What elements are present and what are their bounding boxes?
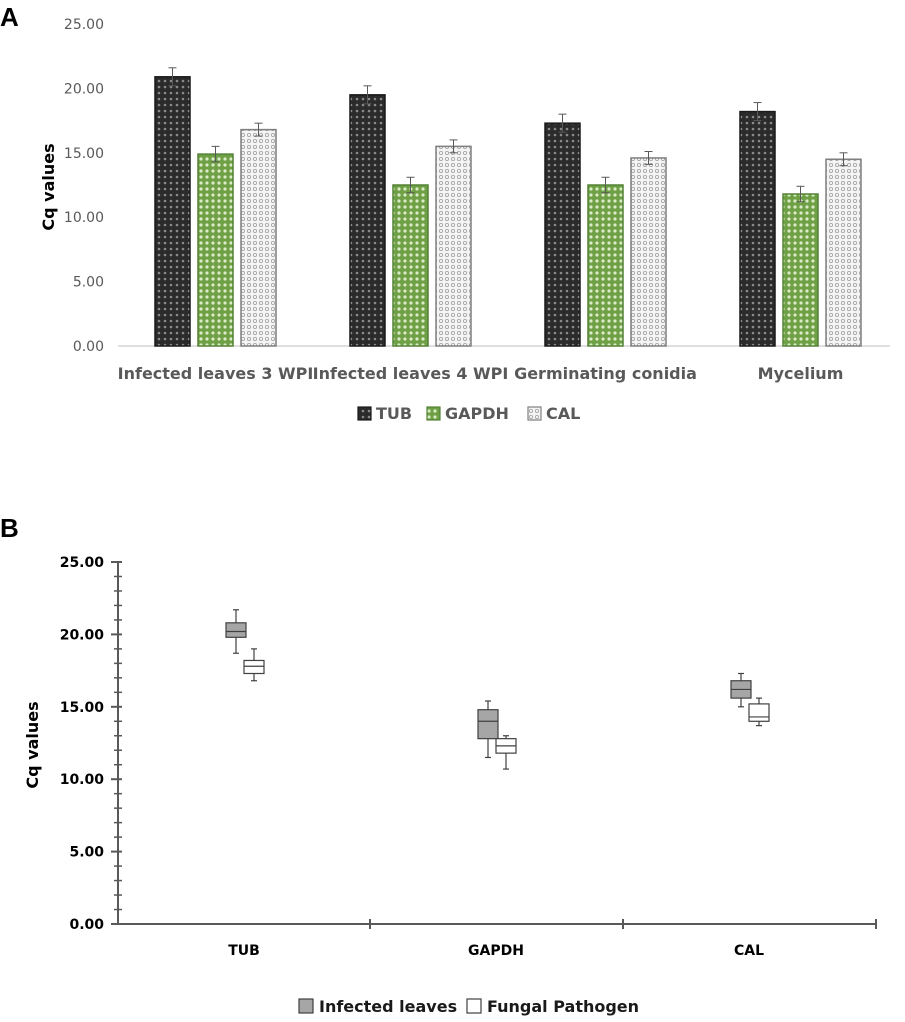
legend-swatch-cal: [527, 406, 542, 421]
bar-cal: [435, 145, 472, 347]
panel-a-y-tick-label: 20.00: [64, 81, 104, 97]
panel-a-y-tick-label: 5.00: [73, 275, 104, 291]
bar-tub: [154, 76, 191, 347]
panel-b-legend: Infected leaves Fungal Pathogen: [298, 997, 639, 1016]
legend-label-tub: TUB: [376, 404, 412, 423]
bar-gapdh: [197, 153, 234, 347]
panel-b-y-tick-label: 15.00: [60, 700, 105, 716]
panel-b: B Cq values 0.00 5.00 10.00 15.00 20.00 25.00…: [0, 513, 877, 1016]
legend-label-cal: CAL: [546, 404, 580, 423]
panel-b-category-label: GAPDH: [468, 943, 524, 959]
legend-label-fungal-pathogen: Fungal Pathogen: [487, 997, 639, 1016]
panel-b-y-tick-label: 20.00: [60, 627, 105, 643]
legend-swatch-infected-leaves: [298, 998, 314, 1014]
panel-a-category-label: Infected leaves 4 WPI: [313, 364, 509, 383]
bar-gapdh: [587, 184, 624, 347]
panel-a-category-label: Infected leaves 3 WPI: [118, 364, 314, 383]
legend-label-infected-leaves: Infected leaves: [319, 997, 457, 1016]
bar-cal: [825, 158, 862, 347]
panel-b-y-axis-label: Cq values: [23, 701, 42, 788]
panel-a-y-tick-label: 0.00: [73, 339, 104, 355]
panel-a-y-tick-label: 15.00: [64, 146, 104, 162]
panel-a: A Cq values 0.00 5.00 10.00 15.00 20.00 25.00…: [0, 2, 890, 423]
bar-gapdh: [782, 193, 819, 347]
panel-a-y-tick-label: 10.00: [64, 210, 104, 226]
panel-a-y-tick-label: 25.00: [64, 17, 104, 33]
panel-a-category-label: Germinating conidia: [514, 364, 697, 383]
bar-cal: [240, 128, 277, 347]
bar-gapdh: [392, 184, 429, 347]
legend-swatch-fungal-pathogen: [466, 998, 482, 1014]
panel-a-category-label: Mycelium: [758, 364, 844, 383]
panel-b-y-tick-label: 5.00: [69, 845, 104, 861]
legend-label-gapdh: GAPDH: [445, 404, 509, 423]
panel-a-y-axis-label: Cq values: [39, 143, 58, 230]
panel-b-category-label: TUB: [228, 943, 260, 959]
box-fungal-pathogen: [243, 659, 265, 675]
box-infected-leaves: [477, 709, 499, 740]
panel-label-b: B: [0, 513, 19, 543]
legend-swatch-gapdh: [426, 406, 441, 421]
panel-label-a: A: [0, 2, 19, 32]
box-fungal-pathogen: [748, 703, 770, 722]
bar-tub: [544, 122, 581, 347]
panel-b-y-tick-label: 10.00: [60, 772, 105, 788]
panel-a-legend: TUB GAPDH CAL: [357, 404, 580, 423]
panel-b-category-label: CAL: [734, 943, 764, 959]
bar-tub: [349, 94, 386, 347]
bar-tub: [739, 110, 776, 347]
box-infected-leaves: [225, 622, 247, 638]
legend-swatch-tub: [357, 406, 372, 421]
panel-b-y-tick-label: 0.00: [69, 917, 104, 933]
bar-cal: [630, 157, 667, 347]
panel-b-y-tick-label: 25.00: [60, 555, 105, 571]
